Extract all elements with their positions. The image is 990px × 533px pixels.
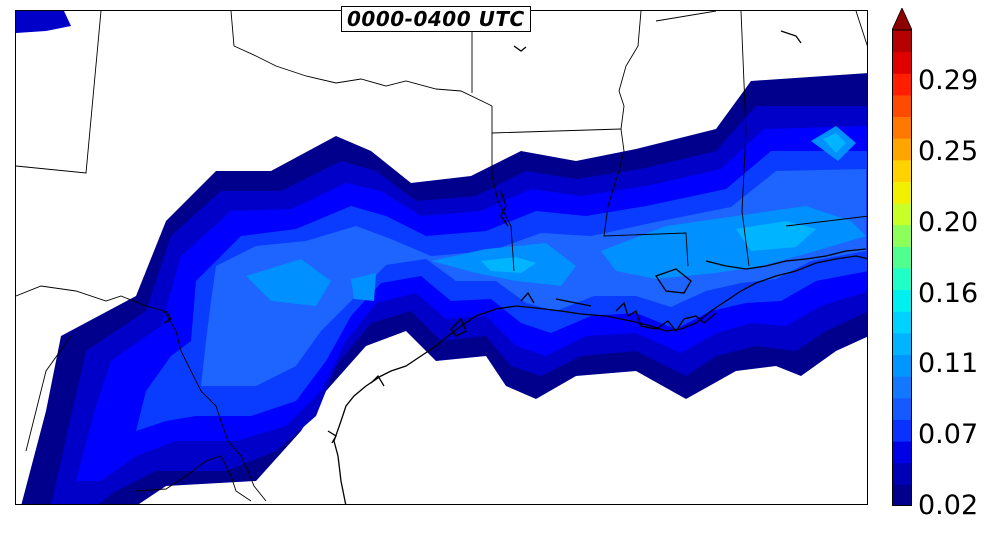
coastline: [163, 30, 867, 504]
colorbar-segment: [892, 94, 912, 118]
colorbar: [892, 8, 912, 506]
colorbar-segment: [892, 246, 912, 269]
colorbar-tick-label: 0.07: [918, 419, 979, 451]
colorbar-tick-label: 0.16: [918, 277, 979, 309]
colorbar-segment: [892, 30, 912, 53]
contour-level-7: [481, 257, 536, 273]
colorbar-extend-triangle: [892, 8, 912, 31]
colorbar-segment: [892, 224, 912, 247]
colorbar-segment: [892, 311, 912, 334]
colorbar-tick-label: 0.20: [918, 206, 979, 238]
colorbar-tick-label: 0.25: [918, 135, 979, 167]
colorbar-segment: [892, 289, 912, 312]
colorbar-segment: [892, 138, 912, 161]
colorbar-outline: [892, 29, 912, 506]
colorbar-segment: [892, 462, 912, 485]
colorbar-segment: [892, 441, 912, 464]
colorbar-tick-label: 0.02: [918, 490, 979, 521]
contour-level-7c: [823, 133, 846, 153]
map-panel: [15, 10, 868, 505]
colorbar-segment: [892, 203, 912, 226]
colorbar-tick-label: 0.29: [918, 65, 979, 96]
colorbar-segment: [892, 376, 912, 399]
colorbar-segments: [892, 30, 912, 506]
colorbar-segment: [892, 116, 912, 139]
contour-level-6: [246, 259, 331, 306]
colorbar-segment: [892, 332, 912, 356]
colorbar-segment: [892, 397, 912, 420]
contour-level-7b: [736, 221, 816, 251]
contour-fragment: [16, 11, 71, 33]
colorbar-segment: [892, 484, 912, 506]
colorbar-segment: [892, 268, 912, 291]
colorbar-tick-label: 0.11: [918, 348, 979, 380]
contour-level-6d: [351, 273, 376, 301]
colorbar-segment: [892, 354, 912, 377]
precip-contour-field: [21, 73, 867, 504]
colorbar-segment: [892, 181, 912, 204]
colorbar-segment: [892, 51, 912, 74]
map-canvas: [16, 11, 867, 504]
state-boundaries: [16, 11, 867, 502]
map-title: 0000-0400 UTC: [341, 6, 531, 32]
colorbar-segment: [892, 73, 912, 96]
colorbar-segment: [892, 419, 912, 442]
colorbar-segment: [892, 159, 912, 182]
